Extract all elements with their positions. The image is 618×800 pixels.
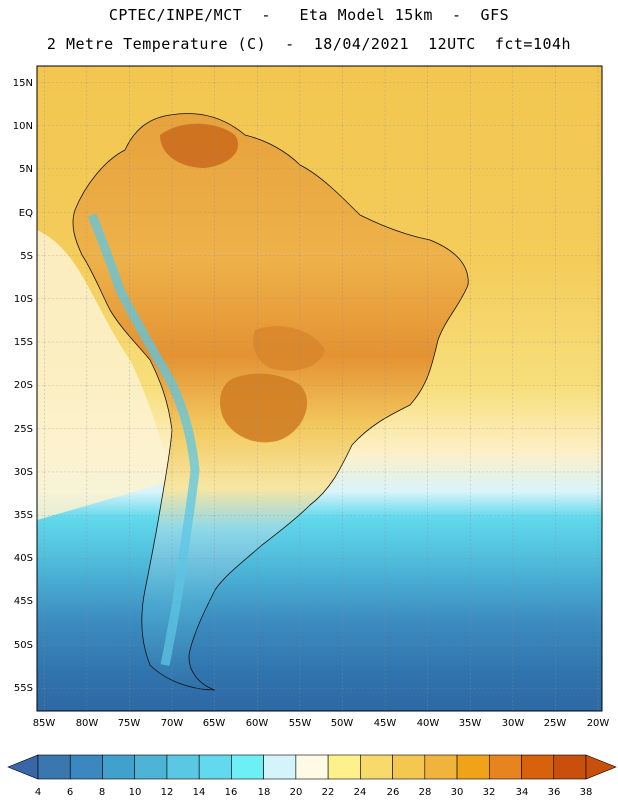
lat-label: 30S: [14, 467, 33, 478]
lat-label: 50S: [14, 640, 33, 651]
colorbar-label: 16: [225, 787, 238, 798]
colorbar-bin: [198, 754, 232, 780]
lat-label: 25S: [14, 424, 33, 435]
colorbar-bin: [488, 754, 522, 780]
lon-label: 25W: [544, 718, 567, 729]
colorbar-label: 36: [548, 787, 561, 798]
lat-label: 15N: [13, 78, 33, 89]
lat-label: 5S: [20, 251, 33, 262]
lat-label: 20S: [14, 380, 33, 391]
colorbar-label: 38: [580, 787, 593, 798]
colorbar-label: 34: [516, 787, 529, 798]
colorbar-bin: [456, 754, 490, 780]
lon-label: 50W: [331, 718, 354, 729]
colorbar-over-arrow: [585, 754, 617, 780]
lon-label: 20W: [587, 718, 610, 729]
colorbar-label: 6: [67, 787, 73, 798]
colorbar-label: 28: [419, 787, 432, 798]
colorbar-bin: [231, 754, 264, 780]
lon-label: 80W: [76, 718, 99, 729]
colorbar-bin: [263, 754, 297, 780]
colorbar-bin: [424, 754, 458, 780]
lon-label: 65W: [203, 718, 226, 729]
map-frame: [36, 65, 603, 712]
colorbar-label: 24: [354, 787, 367, 798]
colorbar-bin: [392, 754, 426, 780]
colorbar-bin: [134, 754, 168, 780]
colorbar-bin: [327, 754, 361, 780]
lon-label: 85W: [33, 718, 56, 729]
colorbar: 4 6 8 10 12 14 16 18 20 22 24 26 28 30 3…: [7, 754, 617, 798]
colorbar-label: 26: [387, 787, 400, 798]
latitude-axis: 15N 10N 5N EQ 5S 10S 15S 20S 25S 30S 35S…: [13, 78, 33, 694]
colorbar-label: 12: [161, 787, 174, 798]
colorbar-label: 30: [451, 787, 464, 798]
colorbar-bin: [295, 754, 329, 780]
colorbar-label: 22: [322, 787, 335, 798]
colorbar-label: 32: [483, 787, 496, 798]
map-title: CPTEC/INPE/MCT - Eta Model 15km - GFS: [108, 6, 510, 24]
colorbar-bin: [37, 754, 71, 780]
longitude-axis: 85W 80W 75W 70W 65W 60W 55W 50W 45W 40W …: [33, 718, 610, 729]
lat-label: 10N: [13, 121, 33, 132]
lat-label: 35S: [14, 510, 33, 521]
lon-label: 35W: [459, 718, 482, 729]
lat-label: 45S: [14, 596, 33, 607]
lat-label: 10S: [14, 294, 33, 305]
colorbar-bin: [166, 754, 200, 780]
lon-label: 70W: [161, 718, 184, 729]
colorbar-bin: [521, 754, 555, 780]
map-subtitle: 2 Metre Temperature (C) - 18/04/2021 12U…: [46, 35, 572, 53]
lat-label: 15S: [14, 337, 33, 348]
colorbar-label: 8: [99, 787, 105, 798]
lat-lon-grid: [37, 66, 602, 711]
lon-label: 60W: [246, 718, 269, 729]
colorbar-label: 18: [258, 787, 271, 798]
colorbar-bin: [102, 754, 136, 780]
lat-label: EQ: [19, 208, 33, 219]
lon-label: 30W: [502, 718, 525, 729]
lat-label: 40S: [14, 553, 33, 564]
colorbar-label: 14: [193, 787, 206, 798]
lat-label: 5N: [19, 164, 33, 175]
colorbar-bin: [69, 754, 103, 780]
lon-label: 40W: [417, 718, 440, 729]
lat-label: 55S: [14, 683, 33, 694]
colorbar-under-arrow: [7, 754, 39, 780]
colorbar-bin: [360, 754, 393, 780]
lon-label: 45W: [374, 718, 397, 729]
lon-label: 75W: [118, 718, 141, 729]
lon-label: 55W: [289, 718, 312, 729]
colorbar-bin: [553, 754, 587, 780]
colorbar-label: 4: [35, 787, 41, 798]
colorbar-label: 10: [129, 787, 142, 798]
colorbar-label: 20: [290, 787, 303, 798]
